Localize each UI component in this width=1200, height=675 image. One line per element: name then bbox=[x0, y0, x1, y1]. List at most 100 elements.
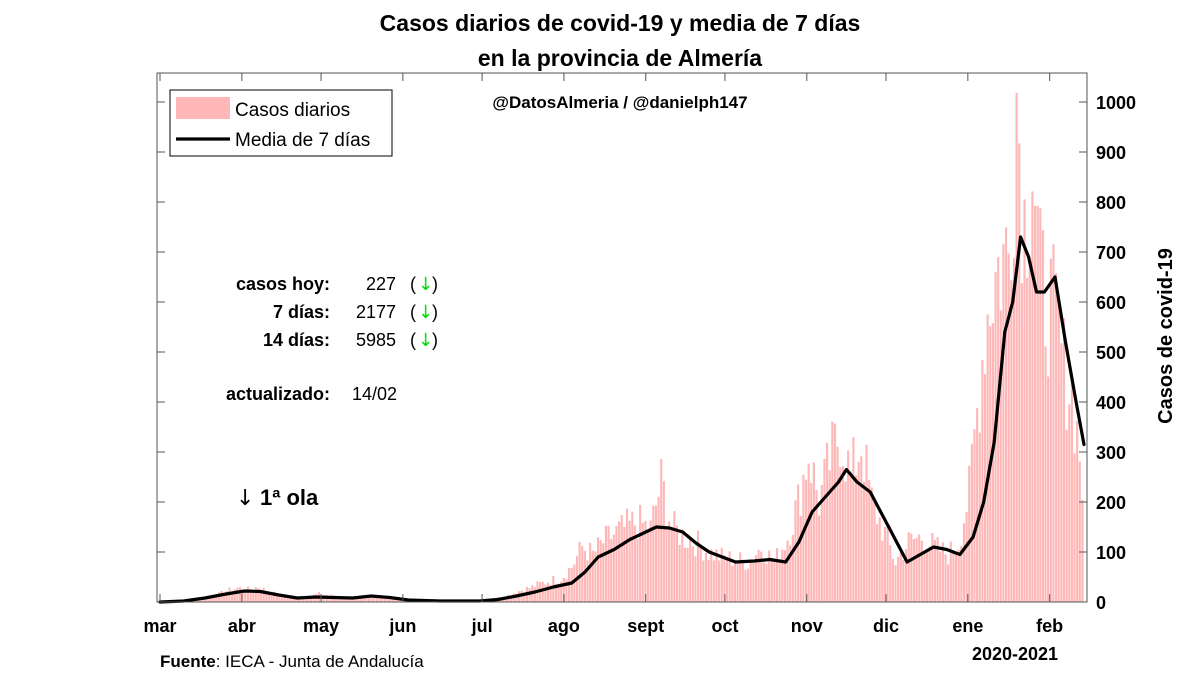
bar-daily-cases bbox=[594, 551, 597, 602]
bar-daily-cases bbox=[389, 597, 392, 602]
bar-daily-cases bbox=[707, 559, 710, 602]
bar-daily-cases bbox=[399, 600, 402, 602]
stat-14days-paren-open: ( bbox=[410, 330, 416, 350]
bar-daily-cases bbox=[291, 597, 294, 602]
stat-7days-value: 2177 bbox=[356, 302, 396, 322]
bar-daily-cases bbox=[686, 547, 689, 602]
x-tick-label-oct: oct bbox=[711, 616, 738, 636]
bar-daily-cases bbox=[565, 579, 568, 602]
bar-daily-cases bbox=[560, 581, 563, 602]
bar-daily-cases bbox=[304, 598, 307, 602]
bar-daily-cases bbox=[778, 561, 781, 602]
bar-daily-cases bbox=[933, 540, 937, 602]
stat-today-paren-open: ( bbox=[410, 274, 416, 294]
bar-daily-cases bbox=[1073, 453, 1076, 602]
stat-today-value: 227 bbox=[366, 274, 396, 294]
bar-daily-cases bbox=[976, 408, 979, 602]
bar-daily-cases bbox=[754, 555, 758, 602]
bar-daily-cases bbox=[562, 577, 565, 602]
chart-title-line2: en la provincia de Almería bbox=[478, 45, 762, 71]
bar-daily-cases bbox=[854, 475, 858, 602]
bar-daily-cases bbox=[394, 598, 397, 602]
bar-daily-cases bbox=[375, 596, 378, 602]
first-wave-annotation: ↓ 1ª ola bbox=[236, 485, 319, 511]
bar-daily-cases bbox=[668, 521, 671, 602]
bar-daily-cases bbox=[1020, 283, 1023, 602]
bar-daily-cases bbox=[207, 596, 210, 602]
bar-daily-cases bbox=[349, 598, 352, 602]
bar-daily-cases bbox=[1081, 499, 1084, 602]
bar-daily-cases bbox=[647, 532, 650, 602]
bar-daily-cases bbox=[697, 530, 700, 602]
bar-daily-cases bbox=[886, 526, 889, 602]
x-tick-label-jun: jun bbox=[388, 616, 416, 636]
bar-daily-cases bbox=[231, 591, 234, 602]
bar-daily-cases bbox=[802, 474, 805, 602]
bar-daily-cases bbox=[1049, 258, 1052, 602]
bar-daily-cases bbox=[773, 560, 776, 602]
bar-daily-cases bbox=[815, 489, 818, 602]
bar-daily-cases bbox=[915, 538, 918, 602]
bar-daily-cases bbox=[770, 559, 773, 602]
bar-daily-cases bbox=[904, 549, 908, 602]
bar-daily-cases bbox=[275, 595, 278, 602]
bar-daily-cases bbox=[357, 597, 360, 602]
x-axis-ticks: mar abr may jun jul ago sept oct nov dic ene feb bbox=[143, 73, 1063, 636]
y-tick-label: 0 bbox=[1096, 593, 1106, 613]
bar-daily-cases bbox=[694, 556, 697, 602]
y-tick-label: 800 bbox=[1096, 193, 1126, 213]
bar-daily-cases bbox=[962, 523, 966, 602]
bar-daily-cases bbox=[1007, 253, 1010, 602]
bar-daily-cases bbox=[986, 314, 989, 602]
stat-today-trend-icon: ↓ bbox=[418, 274, 433, 295]
bar-daily-cases bbox=[533, 587, 536, 602]
bar-daily-cases bbox=[757, 549, 760, 602]
chart-title-line1: Casos diarios de covid-19 y media de 7 d… bbox=[380, 10, 861, 36]
bar-daily-cases bbox=[270, 594, 273, 602]
bar-daily-cases bbox=[920, 540, 923, 602]
stat-7days-trend-icon: ↓ bbox=[418, 302, 433, 323]
bar-daily-cases bbox=[876, 524, 879, 602]
bar-daily-cases bbox=[523, 592, 526, 602]
bar-daily-cases bbox=[718, 560, 721, 602]
bar-daily-cases bbox=[362, 595, 365, 602]
bar-daily-cases bbox=[799, 515, 802, 602]
bar-daily-cases bbox=[352, 597, 355, 602]
bar-daily-cases bbox=[599, 540, 602, 602]
bar-daily-cases bbox=[294, 597, 297, 602]
bar-daily-cases bbox=[365, 595, 368, 602]
bar-daily-cases bbox=[652, 505, 655, 602]
bar-daily-cases bbox=[344, 598, 347, 602]
bar-daily-cases bbox=[354, 597, 357, 602]
bar-daily-cases bbox=[868, 480, 871, 602]
bar-daily-cases bbox=[783, 550, 787, 602]
bar-daily-cases bbox=[307, 597, 310, 602]
seven-day-average-line bbox=[158, 235, 1086, 604]
bar-daily-cases bbox=[857, 461, 860, 602]
updated-label: actualizado: bbox=[226, 384, 330, 404]
bar-daily-cases bbox=[381, 597, 384, 602]
bar-daily-cases bbox=[955, 552, 958, 602]
bar-daily-cases bbox=[596, 537, 600, 602]
bar-daily-cases bbox=[244, 591, 247, 602]
bar-daily-cases bbox=[273, 591, 276, 602]
bar-daily-cases bbox=[578, 541, 581, 602]
bar-daily-cases bbox=[296, 598, 299, 602]
bar-daily-cases bbox=[383, 597, 386, 602]
stat-14days-value: 5985 bbox=[356, 330, 396, 350]
bar-daily-cases bbox=[541, 581, 544, 602]
bar-daily-cases bbox=[981, 359, 984, 602]
bar-daily-cases bbox=[1018, 143, 1021, 602]
bar-daily-cases bbox=[628, 520, 631, 602]
bar-daily-cases bbox=[689, 538, 692, 602]
plot-area bbox=[157, 73, 1087, 602]
x-tick-label-sept: sept bbox=[627, 616, 664, 636]
bar-daily-cases bbox=[644, 520, 647, 602]
bar-daily-cases bbox=[823, 458, 826, 602]
bar-daily-cases bbox=[852, 437, 855, 602]
bar-daily-cases bbox=[818, 515, 821, 602]
bar-daily-cases bbox=[386, 597, 389, 602]
bar-daily-cases bbox=[844, 481, 847, 602]
bar-daily-cases bbox=[681, 529, 684, 602]
bar-daily-cases bbox=[1002, 243, 1005, 602]
